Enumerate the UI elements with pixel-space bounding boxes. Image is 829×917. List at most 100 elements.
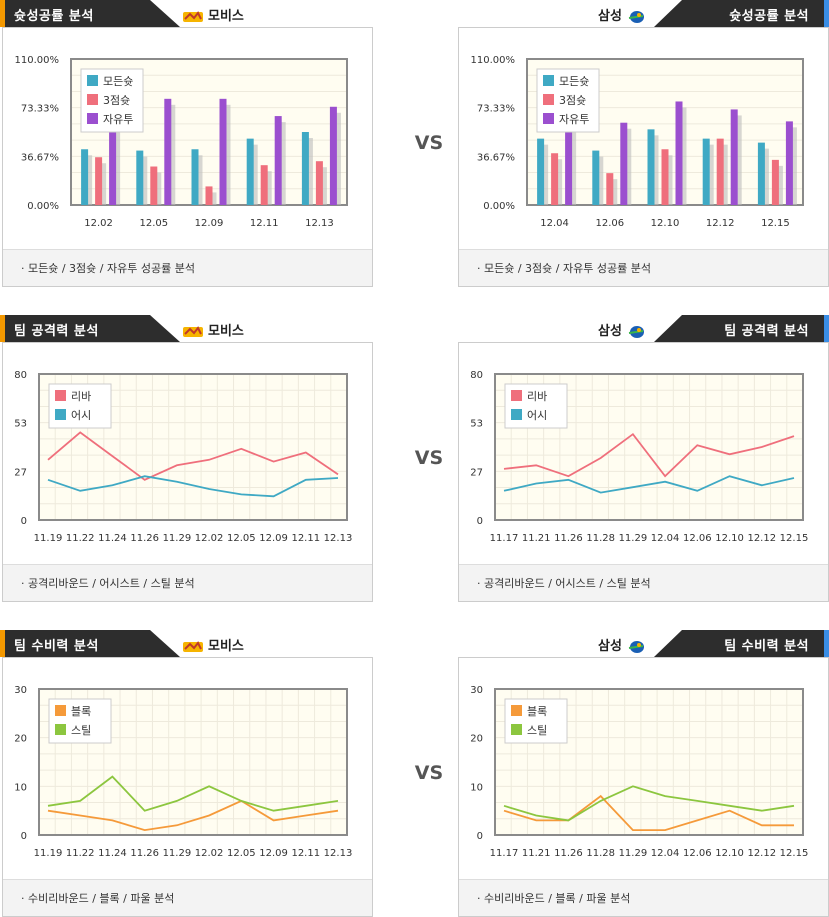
legend-swatch xyxy=(87,75,98,86)
x-tick-label: 11.29 xyxy=(163,533,192,544)
bar-shadow xyxy=(168,104,176,205)
panel-footer: · 모든슛 / 3점슛 / 자유투 성공률 분석 xyxy=(3,249,372,286)
bar-shadow xyxy=(319,167,327,205)
bar-mo xyxy=(647,129,655,205)
bar-three xyxy=(95,157,103,205)
y-tick-label: 30 xyxy=(470,685,483,696)
header-right: 삼성 팀 공격력 분석 xyxy=(458,315,829,342)
bar-shadow xyxy=(541,144,549,205)
x-tick-label: 12.04 xyxy=(651,533,680,544)
mobis-logo-icon xyxy=(183,640,203,652)
bar-mo xyxy=(81,149,89,205)
samsung-logo-icon xyxy=(628,10,644,23)
bar-shadow xyxy=(113,91,121,205)
footer-text: · 수비리바운드 / 블록 / 파울 분석 xyxy=(477,892,631,905)
bar-three xyxy=(771,159,779,205)
x-tick-label: 12.13 xyxy=(324,533,353,544)
x-tick-label: 12.10 xyxy=(715,533,744,544)
legend-swatch xyxy=(511,390,522,401)
y-tick-label: 53 xyxy=(470,419,483,430)
legend-swatch xyxy=(543,75,554,86)
x-tick-label: 11.17 xyxy=(490,533,519,544)
section-defense: 팀 수비력 분석 모비스 삼성 팀 수비력 분석 0 10 20 30 11.19 11.… xyxy=(0,630,829,917)
plot-frame xyxy=(494,688,804,836)
bar-free xyxy=(565,122,573,205)
section-tab[interactable]: 슛성공률 분석 xyxy=(0,0,180,27)
legend-label: 3점슛 xyxy=(103,94,130,107)
bar-three xyxy=(205,186,213,205)
footer-text: · 수비리바운드 / 블록 / 파울 분석 xyxy=(21,892,175,905)
mobis-logo-icon xyxy=(183,325,203,337)
section-title: 팀 수비력 분석 xyxy=(724,639,809,654)
bar-shadow xyxy=(195,155,203,205)
bar-shadow xyxy=(569,128,577,205)
section-offense: 팀 공격력 분석 모비스 삼성 팀 공격력 분석 0 27 53 80 11.19 11.… xyxy=(0,315,829,602)
panel-footer: · 수비리바운드 / 블록 / 파울 분석 xyxy=(3,879,372,916)
series-line-reb xyxy=(47,431,339,481)
x-tick-label: 12.15 xyxy=(780,533,809,544)
samsung-logo-icon xyxy=(628,325,644,338)
x-tick-label: 12.05 xyxy=(227,848,256,859)
section-title: 슛성공률 분석 xyxy=(14,9,94,24)
team-name: 모비스 xyxy=(208,639,244,654)
y-tick-label: 20 xyxy=(470,734,483,745)
legend-swatch xyxy=(511,724,522,735)
x-tick-label: 11.28 xyxy=(586,533,615,544)
y-tick-label: 36.67% xyxy=(21,152,59,163)
legend-label: 스틸 xyxy=(71,724,91,737)
chart-panel-samsung: 0.00% 36.67% 73.33% 110.00% 12.04 12.06 12.10 1… xyxy=(458,27,829,287)
x-tick-label: 11.29 xyxy=(619,848,648,859)
x-tick-label: 12.13 xyxy=(305,218,334,229)
series-line-reb xyxy=(503,432,795,478)
bar-free xyxy=(675,101,683,205)
bar-free xyxy=(785,121,793,205)
bar-shadow xyxy=(789,127,797,205)
x-tick-label: 11.21 xyxy=(522,533,551,544)
x-tick-label: 11.26 xyxy=(130,533,159,544)
legend-swatch xyxy=(87,94,98,105)
bar-mo xyxy=(136,150,144,205)
mobis-logo-icon xyxy=(183,10,203,22)
bar-shadow xyxy=(679,107,687,205)
legend-swatch xyxy=(55,724,66,735)
x-tick-label: 11.29 xyxy=(619,533,648,544)
vs-label: VS xyxy=(414,132,444,154)
bar-shadow xyxy=(734,115,742,205)
section-tab[interactable]: 팀 수비력 분석 xyxy=(654,630,829,657)
section-tab[interactable]: 슛성공률 분석 xyxy=(654,0,829,27)
legend-label: 리바 xyxy=(71,390,91,403)
section-tab[interactable]: 팀 공격력 분석 xyxy=(654,315,829,342)
y-tick-label: 10 xyxy=(14,782,27,793)
y-tick-label: 27 xyxy=(470,467,483,478)
header-left: 팀 수비력 분석 모비스 xyxy=(0,630,400,657)
bar-shadow xyxy=(651,135,659,205)
x-tick-label: 12.10 xyxy=(715,848,744,859)
chart-panel-mobis: 0.00% 36.67% 73.33% 110.00% 12.02 12.05 12.09 1… xyxy=(2,27,373,287)
x-tick-label: 12.13 xyxy=(324,848,353,859)
chart-shoot-mobis: 0.00% 36.67% 73.33% 110.00% 12.02 12.05 12.09 1… xyxy=(15,55,348,229)
bar-shadow xyxy=(665,155,673,205)
x-tick-label: 12.05 xyxy=(139,218,168,229)
series-line-stl xyxy=(503,785,795,822)
footer-text: · 모든슛 / 3점슛 / 자유투 성공률 분석 xyxy=(21,262,195,275)
y-tick-label: 110.00% xyxy=(471,55,516,66)
bar-free xyxy=(620,122,628,205)
legend-swatch xyxy=(55,705,66,716)
bar-shadow xyxy=(154,172,162,205)
team-name: 삼성 xyxy=(598,324,622,339)
x-tick-label: 11.22 xyxy=(66,533,95,544)
team-name: 삼성 xyxy=(598,9,622,24)
x-tick-label: 12.09 xyxy=(259,533,288,544)
bar-mo xyxy=(301,132,309,205)
vs-label: VS xyxy=(414,762,444,784)
series-line-blk xyxy=(47,799,339,832)
section-tab[interactable]: 팀 공격력 분석 xyxy=(0,315,180,342)
y-tick-label: 73.33% xyxy=(21,104,59,115)
vs-label: VS xyxy=(414,447,444,469)
legend-swatch xyxy=(543,94,554,105)
bar-free xyxy=(219,98,227,205)
y-tick-label: 110.00% xyxy=(15,55,60,66)
section-tab[interactable]: 팀 수비력 분석 xyxy=(0,630,180,657)
bar-free xyxy=(109,85,117,205)
